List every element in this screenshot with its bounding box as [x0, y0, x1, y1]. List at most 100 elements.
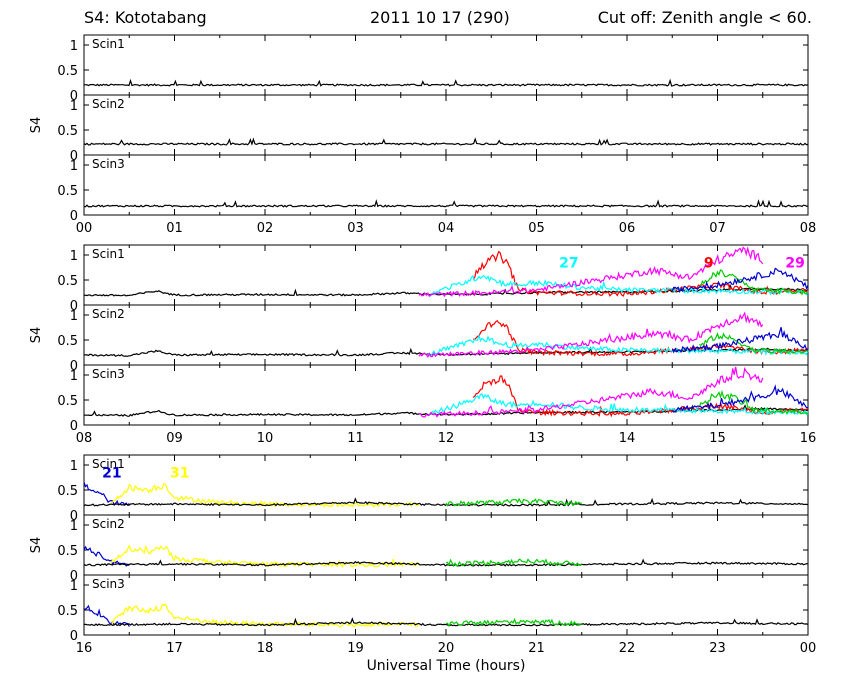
y-tick-label: 0	[70, 629, 78, 644]
x-tick-label: 00	[76, 221, 93, 236]
y-tick-label: 0	[70, 509, 78, 524]
x-tick-label: 06	[619, 221, 636, 236]
panel-label: Scin2	[92, 97, 125, 111]
x-tick-label: 23	[709, 641, 726, 656]
x-tick-label: 16	[800, 431, 817, 446]
series-line-2	[83, 617, 809, 627]
y-tick-label: 0.5	[57, 544, 78, 559]
x-tick-label: 22	[619, 641, 636, 656]
y-tick-label: 1	[70, 459, 78, 474]
y-tick-label: 0.5	[57, 274, 78, 289]
panel-frame	[83, 244, 809, 306]
x-tick-label: 13	[528, 431, 545, 446]
series-line-4	[698, 389, 809, 415]
x-tick-label: 15	[709, 431, 726, 446]
y-tick-label: 1	[70, 579, 78, 594]
x-tick-label: 10	[257, 431, 274, 446]
panel-label: Scin1	[92, 247, 125, 261]
y-tick-label: 1	[70, 309, 78, 324]
panel-label: Scin2	[92, 517, 125, 531]
x-tick-label: 21	[528, 641, 545, 656]
x-axis-label: Universal Time (hours)	[367, 658, 526, 674]
x-tick-label: 20	[438, 641, 455, 656]
y-tick-label: 0.5	[57, 64, 78, 79]
prn-label: 31	[170, 466, 189, 482]
series-line-2	[83, 497, 809, 507]
series-line-3	[445, 558, 583, 568]
y-axis-label: S4	[29, 117, 44, 134]
y-axis-label: S4	[29, 327, 44, 344]
prn-label: 21	[102, 466, 121, 482]
y-tick-label: 0.5	[57, 484, 78, 499]
series-line-4	[698, 269, 809, 296]
x-tick-label: 01	[166, 221, 183, 236]
x-tick-label: 17	[166, 641, 183, 656]
series-line-5	[671, 327, 809, 354]
series-line-5	[671, 267, 809, 294]
series-line-0	[83, 545, 130, 567]
y-tick-label: 0	[70, 299, 78, 314]
panel-label: Scin3	[92, 577, 125, 591]
panel-frame	[83, 94, 809, 156]
y-tick-label: 1	[70, 39, 78, 54]
cutoff-title: Cut off: Zenith angle < 60.	[597, 8, 812, 27]
y-tick-label: 0	[70, 149, 78, 164]
x-tick-label: 14	[619, 431, 636, 446]
y-tick-label: 0.5	[57, 184, 78, 199]
x-tick-label: 19	[347, 641, 364, 656]
x-tick-label: 04	[438, 221, 455, 236]
y-tick-label: 1	[70, 369, 78, 384]
series-line-2	[427, 393, 809, 417]
y-tick-label: 0	[70, 359, 78, 374]
x-tick-label: 16	[76, 641, 93, 656]
panel-label: Scin1	[92, 457, 125, 471]
y-tick-label: 0	[70, 569, 78, 584]
y-tick-label: 0.5	[57, 124, 78, 139]
series-line-0	[83, 78, 809, 87]
panel-label: Scin1	[92, 37, 125, 51]
y-axis-label: S4	[29, 537, 44, 554]
x-tick-label: 11	[347, 431, 364, 446]
panel-label: Scin2	[92, 307, 125, 321]
y-tick-label: 0	[70, 89, 78, 104]
y-tick-label: 0.5	[57, 334, 78, 349]
y-tick-label: 0.5	[57, 394, 78, 409]
y-tick-label: 0	[70, 419, 78, 434]
y-tick-label: 1	[70, 99, 78, 114]
series-line-2	[427, 333, 809, 357]
series-line-0	[83, 482, 130, 507]
station-title: S4: Kototabang	[84, 8, 207, 27]
x-tick-label: 07	[709, 221, 726, 236]
x-tick-label: 02	[257, 221, 274, 236]
date-title: 2011 10 17 (290)	[370, 8, 510, 27]
series-line-2	[427, 274, 809, 297]
x-tick-label: 00	[800, 641, 817, 656]
panel-label: Scin3	[92, 157, 125, 171]
series-line-5	[672, 384, 809, 413]
x-tick-label: 09	[166, 431, 183, 446]
x-tick-label: 12	[438, 431, 455, 446]
x-tick-label: 05	[528, 221, 545, 236]
series-line-0	[83, 137, 809, 146]
series-line-1	[110, 483, 420, 509]
series-line-1	[472, 375, 809, 418]
series-line-0	[83, 199, 809, 208]
series-line-3	[418, 366, 764, 418]
panel-frame	[83, 574, 809, 636]
y-tick-label: 0	[70, 209, 78, 224]
y-tick-label: 0.5	[57, 604, 78, 619]
series-line-2	[83, 558, 809, 567]
series-line-1	[473, 319, 809, 357]
prn-label: 29	[785, 256, 804, 272]
prn-label: 9	[704, 256, 714, 272]
prn-label: 27	[559, 256, 578, 272]
x-tick-label: 18	[257, 641, 274, 656]
x-tick-label: 08	[800, 221, 817, 236]
panel-frame	[83, 34, 809, 96]
x-tick-label: 08	[76, 431, 93, 446]
y-tick-label: 1	[70, 519, 78, 534]
series-line-3	[445, 497, 582, 507]
series-line-3	[445, 617, 583, 628]
panel-frame	[83, 454, 809, 516]
